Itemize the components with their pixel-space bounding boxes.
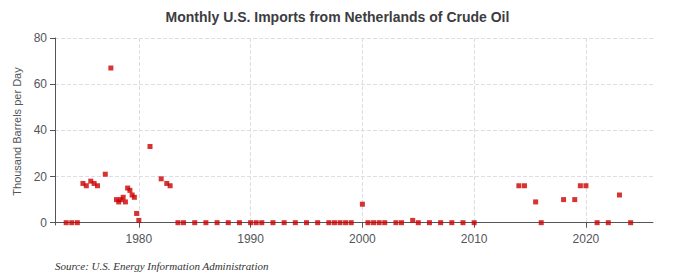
- svg-text:0: 0: [40, 216, 47, 230]
- svg-text:2000: 2000: [349, 232, 376, 246]
- svg-text:20: 20: [34, 170, 48, 184]
- svg-text:Thousand Barrels per Day: Thousand Barrels per Day: [11, 67, 23, 196]
- svg-text:40: 40: [34, 123, 48, 137]
- svg-text:2020: 2020: [573, 232, 600, 246]
- svg-text:1980: 1980: [125, 232, 152, 246]
- svg-text:2010: 2010: [461, 232, 488, 246]
- svg-text:1990: 1990: [237, 232, 264, 246]
- svg-text:60: 60: [34, 77, 48, 91]
- svg-text:Monthly U.S. Imports from Neth: Monthly U.S. Imports from Netherlands of…: [166, 9, 510, 25]
- svg-text:80: 80: [34, 31, 48, 45]
- svg-text:Source: U.S. Energy Informatio: Source: U.S. Energy Information Administ…: [55, 260, 269, 272]
